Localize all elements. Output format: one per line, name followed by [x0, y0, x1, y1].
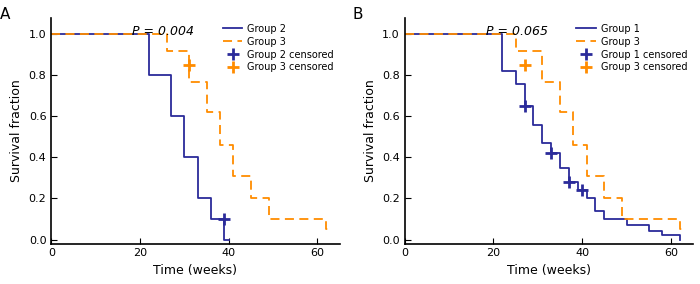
Y-axis label: Survival fraction: Survival fraction — [10, 80, 23, 182]
Text: B: B — [353, 7, 363, 22]
Legend: Group 1, Group 3, Group 1 censored, Group 3 censored: Group 1, Group 3, Group 1 censored, Grou… — [573, 20, 691, 76]
X-axis label: Time (weeks): Time (weeks) — [507, 264, 591, 277]
Y-axis label: Survival fraction: Survival fraction — [363, 80, 377, 182]
X-axis label: Time (weeks): Time (weeks) — [153, 264, 237, 277]
Text: P = 0.004: P = 0.004 — [132, 25, 194, 38]
Text: A: A — [0, 7, 10, 22]
Legend: Group 2, Group 3, Group 2 censored, Group 3 censored: Group 2, Group 3, Group 2 censored, Grou… — [219, 20, 337, 76]
Text: P = 0.065: P = 0.065 — [486, 25, 547, 38]
